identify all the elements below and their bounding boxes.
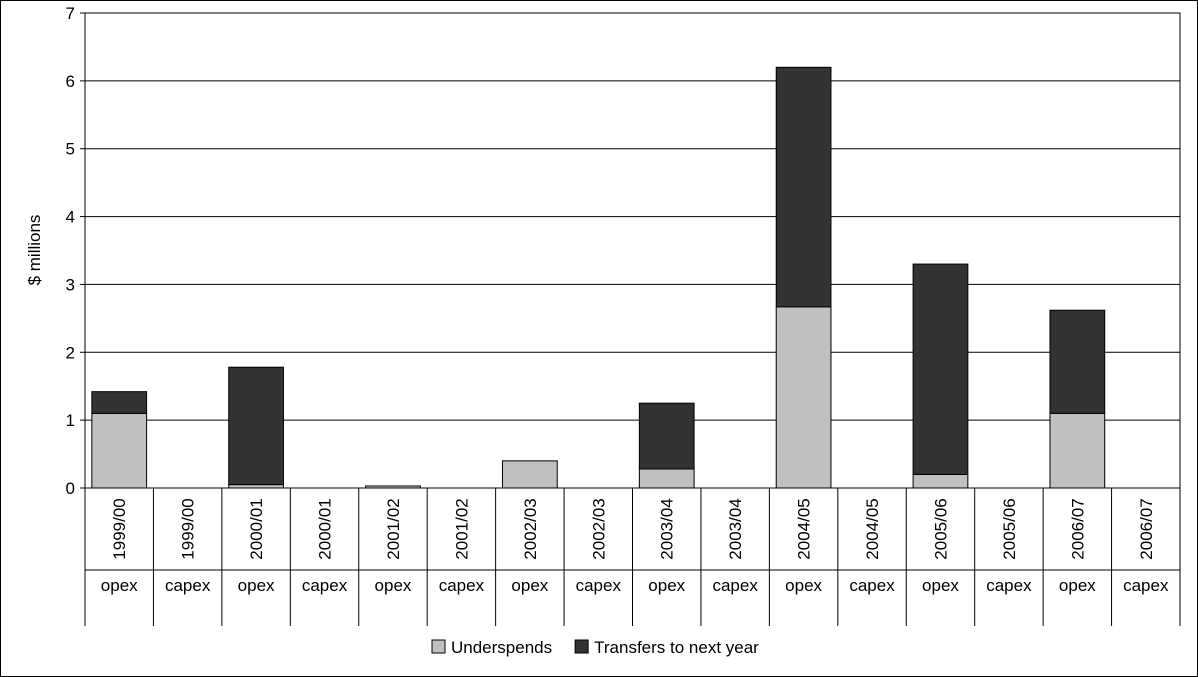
x-tick-label-year: 2000/01 [247,498,266,559]
bar-transfers [1049,309,1106,414]
x-tick-label-year: 2004/05 [795,498,814,559]
bar-underspends [91,412,148,489]
y-tick-label: 1 [66,411,75,430]
y-tick-label: 2 [66,343,75,362]
x-tick-label-year: 2000/01 [316,498,335,559]
bar-transfers [228,366,284,486]
x-tick-label-type: capex [986,576,1032,595]
x-tick-label-type: opex [375,576,412,595]
bar-transfers [912,263,969,475]
x-tick-label-year: 2005/06 [1000,498,1019,559]
legend-swatch-underspends [431,639,446,654]
bar-underspends [1049,412,1106,489]
legend-label-underspends: Underspends [451,638,552,657]
bar-transfers [91,391,148,414]
x-tick-label-year: 2006/07 [1068,498,1087,559]
x-tick-label-year: 2006/07 [1137,498,1156,559]
x-tick-label-type: capex [849,576,895,595]
x-tick-label-type: opex [1059,576,1096,595]
bar-transfers [638,402,695,470]
y-axis-title: $ millions [25,215,44,286]
y-tick-label: 6 [66,72,75,91]
y-tick-label: 7 [66,4,75,23]
y-tick-label: 4 [66,208,75,227]
bar-underspends [912,473,969,489]
x-tick-label-year: 1999/00 [179,498,198,559]
bar-underspends [501,460,558,489]
x-tick-label-year: 1999/00 [110,498,129,559]
x-tick-label-year: 2001/02 [384,498,403,559]
y-axis: 0 1 2 3 4 5 6 7 [66,4,85,498]
x-tick-label-type: capex [439,576,485,595]
legend-label-transfers: Transfers to next year [594,638,759,657]
y-tick-label: 5 [66,140,75,159]
x-tick-label-type: opex [922,576,959,595]
x-tick-label-type: opex [101,576,138,595]
bar-transfers [775,66,832,308]
legend-swatch-transfers [574,639,589,654]
x-tick-label-type: opex [785,576,822,595]
legend: Underspends Transfers to next year [431,638,759,657]
bar-underspends [228,484,284,489]
x-tick-label-type: opex [511,576,548,595]
x-tick-label-type: capex [576,576,622,595]
x-tick-label-year: 2003/04 [658,498,677,559]
x-tick-label-year: 2002/03 [521,498,540,559]
x-tick-label-type: opex [648,576,685,595]
x-axis: 1999/00 opex 1999/00 capex 2000/01 opex 2000/0… [84,488,1181,626]
y-tick-label: 0 [66,479,75,498]
x-tick-label-year: 2001/02 [452,498,471,559]
x-tick-label-type: opex [238,576,275,595]
bar-underspends [638,468,695,489]
bar-underspends [775,306,832,489]
x-tick-label-year: 2005/06 [931,498,950,559]
x-tick-label-year: 2003/04 [726,498,745,559]
x-tick-label-type: capex [165,576,211,595]
y-tick-label: 3 [66,275,75,294]
x-tick-label-type: capex [302,576,348,595]
x-tick-label-year: 2002/03 [589,498,608,559]
x-tick-label-type: capex [712,576,758,595]
x-tick-label-type: capex [1123,576,1169,595]
x-tick-label-year: 2004/05 [863,498,882,559]
bars [91,66,1106,489]
